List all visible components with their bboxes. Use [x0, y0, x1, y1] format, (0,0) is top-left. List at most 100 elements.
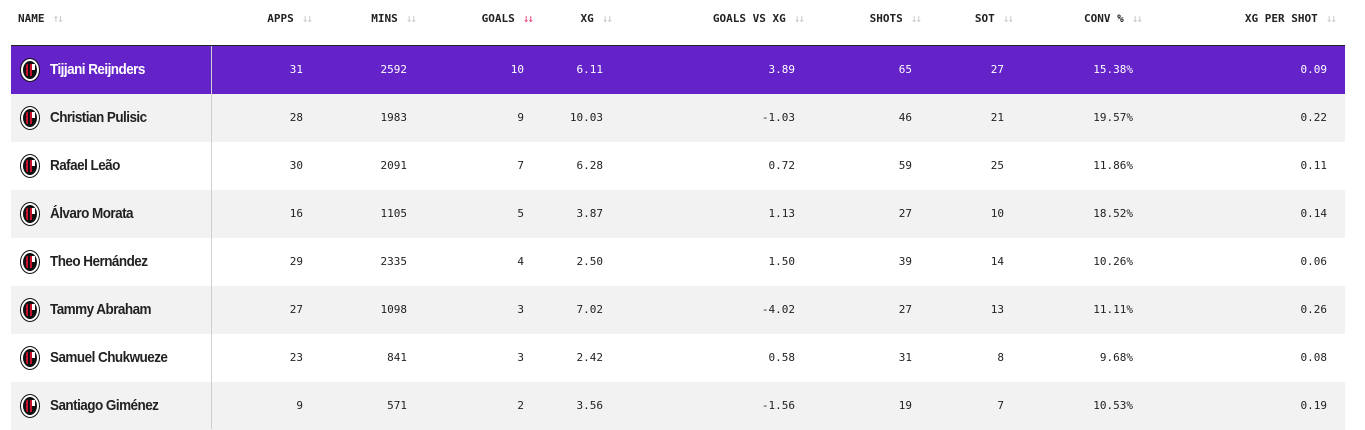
name-column-divider	[211, 46, 212, 429]
cell-goals: 2	[517, 399, 524, 412]
cell-shots: 27	[898, 207, 912, 220]
cell-mins: 2335	[380, 255, 408, 268]
cell-mins: 2091	[380, 159, 408, 172]
cell-xg-per-shot: 0.09	[1300, 63, 1328, 76]
cell-apps: 30	[289, 159, 303, 172]
club-crest-icon	[21, 203, 39, 225]
column-header-xg[interactable]: XG ↓↓	[581, 10, 614, 26]
cell-sot: 27	[990, 63, 1004, 76]
cell-xg-per-shot: 0.08	[1300, 351, 1328, 364]
cell-apps: 16	[289, 207, 303, 220]
cell-shots: 65	[898, 63, 912, 76]
sort-icon: ↑↓	[52, 11, 64, 25]
player-name[interactable]: Samuel Chukwueze	[50, 349, 168, 366]
player-name[interactable]: Rafael Leão	[50, 157, 120, 174]
cell-xg-per-shot: 0.14	[1300, 207, 1328, 220]
sort-icon: ↓↓	[793, 11, 805, 25]
player-name[interactable]: Theo Hernández	[50, 253, 148, 270]
column-header-conv[interactable]: CONV % ↓↓	[1084, 10, 1143, 26]
cell-apps: 31	[289, 63, 303, 76]
cell-shots: 31	[898, 351, 912, 364]
cell-conv: 9.68%	[1099, 351, 1133, 364]
column-header-label: APPS	[267, 11, 294, 25]
cell-sot: 10	[990, 207, 1004, 220]
cell-xg: 6.28	[576, 159, 604, 172]
cell-shots: 27	[898, 303, 912, 316]
table-row[interactable]: Theo Hernández 29 2335 4 2.50 1.50 39 14 10.26% 0…	[11, 238, 1345, 286]
cell-sot: 8	[997, 351, 1004, 364]
club-crest-icon	[21, 59, 39, 81]
cell-conv: 11.11%	[1093, 303, 1133, 316]
cell-goals-vs-xg: 0.72	[768, 159, 796, 172]
sort-icon: ↓↓	[910, 11, 922, 25]
cell-mins: 1105	[380, 207, 408, 220]
table-row[interactable]: Álvaro Morata 16 1105 5 3.87 1.13 27 10 18.52% 0.…	[11, 190, 1345, 238]
cell-mins: 1098	[380, 303, 408, 316]
column-header-apps[interactable]: APPS ↓↓	[267, 10, 313, 26]
player-name[interactable]: Álvaro Morata	[50, 205, 134, 222]
column-header-label: GOALS VS XG	[712, 11, 786, 25]
cell-goals-vs-xg: -1.03	[761, 111, 795, 124]
club-crest-icon	[21, 347, 39, 369]
cell-xg: 3.56	[576, 399, 604, 412]
table-row[interactable]: Santiago Giménez 9 571 2 3.56 -1.56 19 7 10.53% 0…	[11, 382, 1345, 430]
column-header-label: MINS	[371, 11, 398, 25]
table-row[interactable]: Rafael Leão 30 2091 7 6.28 0.72 59 25 11.86% 0.11	[11, 142, 1345, 190]
column-header-goals-vs-xg[interactable]: GOALS VS XG ↓↓	[712, 10, 805, 26]
column-header-goals[interactable]: GOALS ↓↓	[481, 10, 534, 26]
column-header-xg-per-shot[interactable]: XG PER SHOT ↓↓	[1244, 10, 1337, 26]
player-name[interactable]: Christian Pulisic	[50, 109, 147, 126]
cell-xg: 6.11	[576, 63, 604, 76]
column-header-shots[interactable]: SHOTS ↓↓	[869, 10, 922, 26]
column-header-label: GOALS	[481, 11, 515, 25]
cell-goals: 4	[517, 255, 524, 268]
cell-goals-vs-xg: 1.50	[768, 255, 796, 268]
cell-xg: 2.42	[576, 351, 604, 364]
player-name[interactable]: Santiago Giménez	[50, 397, 159, 414]
table-row[interactable]: Christian Pulisic 28 1983 9 10.03 -1.03 46 21 19…	[11, 94, 1345, 142]
table-row[interactable]: Samuel Chukwueze 23 841 3 2.42 0.58 31 8 9.68% 0.…	[11, 334, 1345, 382]
cell-xg-per-shot: 0.19	[1300, 399, 1328, 412]
cell-apps: 29	[289, 255, 303, 268]
cell-sot: 25	[990, 159, 1004, 172]
cell-goals-vs-xg: 0.58	[768, 351, 796, 364]
cell-sot: 21	[990, 111, 1004, 124]
cell-apps: 9	[296, 399, 303, 412]
cell-conv: 18.52%	[1093, 207, 1133, 220]
cell-conv: 10.26%	[1093, 255, 1133, 268]
table-header: NAME ↑↓ APPS ↓↓ MINS ↓↓ GOALS ↓↓ XG ↓↓ G…	[0, 0, 1365, 46]
cell-goals-vs-xg: -1.56	[761, 399, 795, 412]
sort-icon: ↓↓	[405, 11, 417, 25]
column-header-label: XG PER SHOT	[1244, 11, 1318, 25]
cell-shots: 59	[898, 159, 912, 172]
column-header-sot[interactable]: SOT ↓↓	[974, 10, 1014, 26]
cell-sot: 13	[990, 303, 1004, 316]
table-row[interactable]: Tammy Abraham 27 1098 3 7.02 -4.02 27 13 11.11% 0…	[11, 286, 1345, 334]
column-header-label: SHOTS	[869, 11, 903, 25]
cell-goals: 7	[517, 159, 524, 172]
header-divider	[11, 45, 1345, 46]
cell-shots: 19	[898, 399, 912, 412]
cell-xg-per-shot: 0.26	[1300, 303, 1328, 316]
cell-xg: 7.02	[576, 303, 604, 316]
cell-shots: 46	[898, 111, 912, 124]
column-header-name[interactable]: NAME ↑↓	[18, 10, 64, 26]
column-header-label: SOT	[974, 11, 995, 25]
cell-shots: 39	[898, 255, 912, 268]
cell-goals: 10	[510, 63, 524, 76]
cell-sot: 7	[997, 399, 1004, 412]
player-name[interactable]: Tammy Abraham	[50, 301, 152, 318]
cell-goals: 3	[517, 351, 524, 364]
cell-apps: 23	[289, 351, 303, 364]
table-row[interactable]: Tijjani Reijnders 31 2592 10 6.11 3.89 65 27 15.…	[11, 46, 1345, 94]
cell-goals: 9	[517, 111, 524, 124]
cell-goals: 3	[517, 303, 524, 316]
cell-xg-per-shot: 0.06	[1300, 255, 1328, 268]
player-name[interactable]: Tijjani Reijnders	[50, 61, 145, 78]
cell-apps: 28	[289, 111, 303, 124]
sort-icon: ↓↓	[601, 11, 613, 25]
cell-sot: 14	[990, 255, 1004, 268]
cell-conv: 15.38%	[1093, 63, 1133, 76]
column-header-mins[interactable]: MINS ↓↓	[371, 10, 417, 26]
